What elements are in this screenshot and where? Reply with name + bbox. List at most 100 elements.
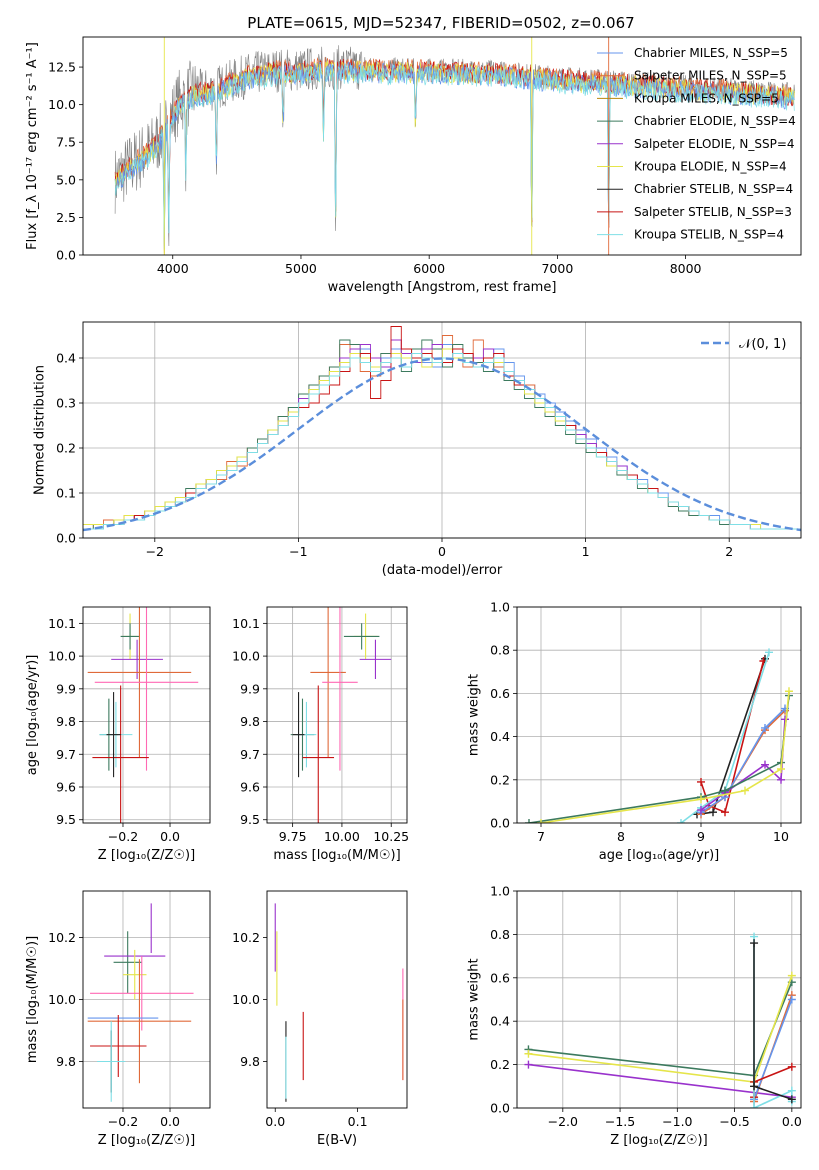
plot-area [267,891,407,1108]
x-tick-label: −1.5 [605,1114,635,1129]
errorbar-point [87,959,192,1084]
y-tick-label: 0.8 [490,643,510,658]
y-tick-label: 10.2 [48,930,76,945]
y-tick-label: 10.0 [48,992,76,1007]
weight-marker [787,995,796,1004]
plot-content [290,607,392,823]
y-tick-label: 9.9 [240,681,260,696]
x-tick-label: −0.2 [108,829,138,844]
x-tick-label: 0.0 [265,1114,285,1129]
legend-entry: Chabrier STELIB, N_SSP=4 [634,182,793,196]
plot-content [524,932,796,1108]
y-tick-label: 0.8 [490,927,510,942]
plot-content [83,326,801,532]
y-tick-label: 1.0 [490,600,510,615]
axes-frame [82,606,211,824]
x-tick-label: −1.0 [662,1114,692,1129]
y-tick-label: 0.4 [56,351,76,366]
y-tick-label: 9.6 [56,780,76,795]
plot-area [517,891,801,1108]
y-tick-label: 10.0 [232,649,260,664]
mass-weight-vs-metallicity-panel: −2.0 −1.5 −1.0 −0.5 0.0 0.0 0.2 0.4 0.6 0.8 1.0 Z [… [467,884,802,1149]
weight-marker [787,1062,796,1071]
errorbar-point [92,685,149,823]
y-tick-label: 7.5 [56,135,76,150]
weight-marker [709,808,717,817]
weight-marker [537,819,545,823]
axes-frame [516,606,802,824]
x-tick-label: 7000 [541,261,573,276]
axes-frame [82,890,211,1109]
x-tick-label: 0.0 [160,1114,180,1129]
figure-title: PLATE=0615, MJD=52347, FIBERID=0502, z=0… [247,14,634,32]
weight-marker [750,939,759,948]
errorbar-point [343,623,380,650]
y-tick-label: 10.0 [48,649,76,664]
mass-vs-metallicity-panel: −0.2 0.0 9.8 10.0 10.2 Z [log₁₀(Z/Z☉)] mass [l… [25,890,211,1148]
x-axis-label: (data-model)/error [382,563,503,578]
weight-marker [761,760,769,769]
weight-marker [787,971,796,980]
y-tick-label: 10.0 [232,992,260,1007]
x-tick-label: −1 [289,544,307,559]
y-tick-label: 10.0 [48,97,76,112]
histogram-series [83,353,801,530]
y-tick-label: 12.5 [48,60,76,75]
y-tick-label: 0.2 [490,772,510,787]
errorbar-point [302,685,335,823]
y-axis-label: mass [log₁₀(M/M☉)] [25,936,40,1063]
weight-marker [525,819,533,823]
errorbar-point [359,639,392,679]
y-tick-label: 10.1 [48,616,76,631]
weight-line [700,660,765,814]
x-tick-label: 10.00 [324,829,360,844]
y-tick-label: 9.5 [240,812,260,827]
legend-entry: Salpeter MILES, N_SSP=5 [634,69,787,83]
y-axis-label: mass weight [467,674,482,756]
errorbar-point [94,607,199,771]
errorbar-point [120,623,140,650]
spectrum-panel: 4000 5000 6000 7000 8000 0.0 2.5 5.0 7.5 10.0 12.5… [25,36,802,295]
y-tick-label: 9.8 [240,714,260,729]
y-tick-label: 9.8 [240,1054,260,1069]
y-tick-label: 0.4 [490,729,510,744]
x-tick-label: 0.0 [160,829,180,844]
y-axis-label: Normed distribution [33,365,48,495]
weight-marker [781,715,789,724]
plot-area [267,607,407,823]
x-tick-label: −0.5 [719,1114,749,1129]
weight-marker [524,1060,533,1069]
weight-marker [777,765,785,773]
weight-marker [697,777,705,786]
y-tick-label: 2.5 [56,210,76,225]
weight-marker [750,1104,759,1108]
y-tick-label: 0.6 [490,970,510,985]
x-axis-label: wavelength [Angstrom, rest frame] [328,280,557,295]
weight-line [753,999,793,1100]
x-axis-label: age [log₁₀(age/yr)] [599,848,720,863]
legend-entry: Kroupa ELODIE, N_SSP=4 [634,160,787,174]
plot-content [525,648,793,823]
x-tick-label: 7 [537,829,545,844]
weight-marker [721,786,729,795]
x-tick-label: 2 [725,544,733,559]
weight-marker [765,648,773,657]
y-tick-label: 9.7 [56,747,76,762]
residuals-histogram-panel: −2 −1 0 1 2 0.0 0.1 0.2 0.3 0.4 (data-model)/error… [33,321,802,578]
weight-marker [697,795,705,804]
y-tick-label: 9.8 [56,714,76,729]
y-tick-label: 0.0 [490,1101,510,1116]
x-tick-label: 6000 [413,261,445,276]
errorbar-point [87,607,192,758]
x-axis-label: Z [log₁₀(Z/Z☉)] [98,1133,195,1148]
x-tick-label: 0.1 [348,1114,368,1129]
y-axis-label: age [log₁₀(age/yr)] [25,655,40,776]
y-tick-label: 0.3 [56,396,76,411]
errorbar-point [113,931,142,994]
errorbar-point [122,949,147,1000]
errorbar-point [322,607,358,771]
errorbar-point [292,692,305,778]
legend-entry: Chabrier ELODIE, N_SSP=4 [634,114,796,128]
errorbar-point [90,1015,147,1077]
x-tick-label: −2 [146,544,164,559]
